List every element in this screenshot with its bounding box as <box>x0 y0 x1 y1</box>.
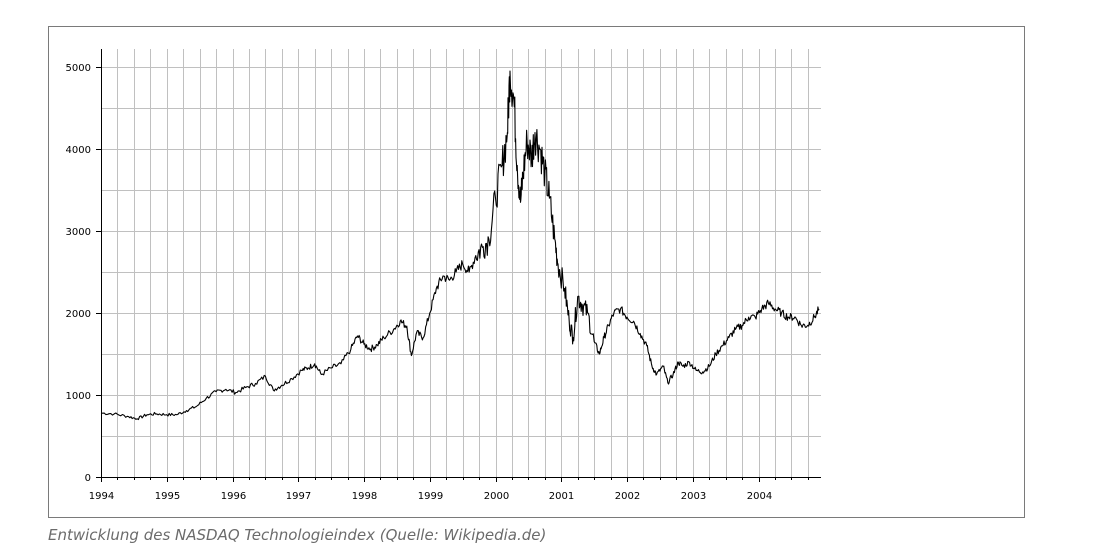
x-tick-label: 1995 <box>155 491 180 502</box>
y-tick-label: 4000 <box>66 145 91 156</box>
y-tick-label: 1000 <box>66 391 91 402</box>
x-tick-label: 1997 <box>286 491 311 502</box>
x-tick-label: 1999 <box>418 491 443 502</box>
axes <box>96 49 821 482</box>
y-tick-label: 0 <box>85 473 91 484</box>
x-tick-label: 2000 <box>484 491 509 502</box>
nasdaq-line-chart: 0 1000 2000 3000 4000 5000 1994 1995 1996 1997 199… <box>66 49 821 502</box>
x-tick-label: 2004 <box>747 491 772 502</box>
figure-caption: Entwicklung des NASDAQ Technologieindex … <box>48 526 547 544</box>
index-line <box>100 70 820 421</box>
tick-labels: 0 1000 2000 3000 4000 5000 1994 1995 1996 1997 199… <box>66 63 773 502</box>
figure-frame: 0 1000 2000 3000 4000 5000 1994 1995 1996 1997 199… <box>48 26 1025 518</box>
y-tick-label: 3000 <box>66 227 91 238</box>
x-tick-label: 1998 <box>352 491 377 502</box>
y-tick-label: 5000 <box>66 63 91 74</box>
grid <box>101 49 821 477</box>
x-tick-label: 1996 <box>221 491 246 502</box>
y-tick-label: 2000 <box>66 309 91 320</box>
x-tick-label: 2001 <box>549 491 574 502</box>
x-tick-label: 1994 <box>89 491 114 502</box>
x-tick-label: 2002 <box>615 491 640 502</box>
x-tick-label: 2003 <box>681 491 706 502</box>
